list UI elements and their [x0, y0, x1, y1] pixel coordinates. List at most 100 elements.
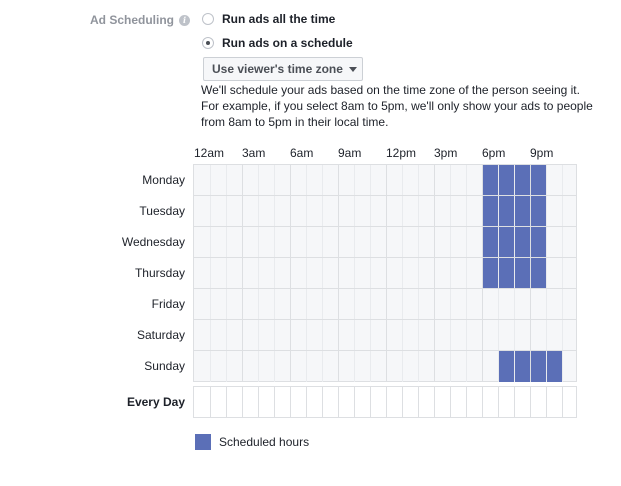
hour-cell[interactable]: [354, 196, 370, 226]
hour-cell[interactable]: [354, 165, 370, 195]
hour-cell[interactable]: [258, 165, 274, 195]
hour-cell[interactable]: [482, 289, 498, 319]
hour-cell[interactable]: [194, 227, 210, 257]
hour-cell[interactable]: [562, 196, 578, 226]
every-day-hour-cell[interactable]: [386, 387, 402, 417]
hour-cell[interactable]: [386, 289, 402, 319]
hour-cell[interactable]: [434, 165, 450, 195]
hour-cell[interactable]: [402, 227, 418, 257]
hour-cell[interactable]: [290, 289, 306, 319]
scheduled-block[interactable]: [482, 196, 546, 226]
hour-cell[interactable]: [338, 196, 354, 226]
every-day-hour-cell[interactable]: [338, 387, 354, 417]
hour-cell[interactable]: [386, 196, 402, 226]
every-day-hour-cell[interactable]: [562, 387, 578, 417]
hour-cell[interactable]: [450, 351, 466, 382]
hour-cell[interactable]: [434, 227, 450, 257]
hour-cell[interactable]: [546, 196, 562, 226]
hour-cell[interactable]: [562, 351, 578, 382]
every-day-hour-cell[interactable]: [418, 387, 434, 417]
hour-cell[interactable]: [258, 289, 274, 319]
scheduled-block[interactable]: [482, 165, 546, 195]
hour-cell[interactable]: [450, 196, 466, 226]
every-day-hour-cell[interactable]: [290, 387, 306, 417]
hour-cell[interactable]: [226, 320, 242, 350]
hour-cell[interactable]: [402, 258, 418, 288]
hour-cell[interactable]: [210, 320, 226, 350]
hour-cell[interactable]: [274, 320, 290, 350]
hour-cell[interactable]: [306, 227, 322, 257]
hour-cell[interactable]: [370, 258, 386, 288]
hour-cell[interactable]: [466, 258, 482, 288]
hour-cell[interactable]: [322, 351, 338, 382]
every-day-hour-cell[interactable]: [194, 387, 210, 417]
hour-cell[interactable]: [194, 196, 210, 226]
every-day-hour-cell[interactable]: [498, 387, 514, 417]
run-on-schedule-radio[interactable]: [202, 37, 214, 49]
hour-cell[interactable]: [402, 196, 418, 226]
hour-cell[interactable]: [242, 351, 258, 382]
hour-cell[interactable]: [434, 351, 450, 382]
hour-cell[interactable]: [322, 196, 338, 226]
hour-cell[interactable]: [562, 289, 578, 319]
hour-cell[interactable]: [226, 196, 242, 226]
hour-cell[interactable]: [210, 258, 226, 288]
every-day-hour-cell[interactable]: [482, 387, 498, 417]
hour-cell[interactable]: [338, 289, 354, 319]
hour-cell[interactable]: [466, 165, 482, 195]
hour-cell[interactable]: [498, 289, 514, 319]
run-all-time-option[interactable]: Run ads all the time: [202, 12, 335, 26]
hour-cell[interactable]: [290, 320, 306, 350]
hour-cell[interactable]: [562, 320, 578, 350]
hour-cell[interactable]: [290, 351, 306, 382]
hour-cell[interactable]: [322, 320, 338, 350]
hour-cell[interactable]: [242, 289, 258, 319]
hour-cell[interactable]: [434, 258, 450, 288]
hour-cell[interactable]: [322, 258, 338, 288]
hour-cell[interactable]: [370, 320, 386, 350]
hour-cell[interactable]: [210, 196, 226, 226]
hour-cell[interactable]: [546, 165, 562, 195]
hour-cell[interactable]: [226, 258, 242, 288]
hour-cell[interactable]: [242, 227, 258, 257]
hour-cell[interactable]: [546, 320, 562, 350]
hour-cell[interactable]: [386, 320, 402, 350]
hour-cell[interactable]: [562, 258, 578, 288]
every-day-hour-cell[interactable]: [306, 387, 322, 417]
hour-cell[interactable]: [418, 196, 434, 226]
hour-cell[interactable]: [354, 351, 370, 382]
hour-cell[interactable]: [418, 227, 434, 257]
hour-cell[interactable]: [306, 289, 322, 319]
hour-cell[interactable]: [354, 320, 370, 350]
hour-cell[interactable]: [402, 289, 418, 319]
every-day-hour-cell[interactable]: [466, 387, 482, 417]
hour-cell[interactable]: [466, 289, 482, 319]
hour-cell[interactable]: [338, 165, 354, 195]
hour-cell[interactable]: [242, 320, 258, 350]
hour-cell[interactable]: [258, 196, 274, 226]
hour-cell[interactable]: [306, 258, 322, 288]
hour-cell[interactable]: [450, 165, 466, 195]
hour-cell[interactable]: [466, 196, 482, 226]
hour-cell[interactable]: [450, 320, 466, 350]
hour-cell[interactable]: [546, 289, 562, 319]
every-day-hour-cell[interactable]: [530, 387, 546, 417]
schedule-grid[interactable]: [193, 164, 577, 382]
hour-cell[interactable]: [322, 289, 338, 319]
hour-cell[interactable]: [562, 165, 578, 195]
hour-cell[interactable]: [306, 196, 322, 226]
hour-cell[interactable]: [274, 165, 290, 195]
hour-cell[interactable]: [386, 165, 402, 195]
hour-cell[interactable]: [322, 165, 338, 195]
hour-cell[interactable]: [210, 227, 226, 257]
hour-cell[interactable]: [370, 196, 386, 226]
hour-cell[interactable]: [194, 258, 210, 288]
every-day-hour-cell[interactable]: [274, 387, 290, 417]
hour-cell[interactable]: [226, 165, 242, 195]
hour-cell[interactable]: [370, 289, 386, 319]
hour-cell[interactable]: [450, 258, 466, 288]
every-day-hour-cell[interactable]: [370, 387, 386, 417]
hour-cell[interactable]: [194, 351, 210, 382]
hour-cell[interactable]: [402, 351, 418, 382]
hour-cell[interactable]: [210, 289, 226, 319]
